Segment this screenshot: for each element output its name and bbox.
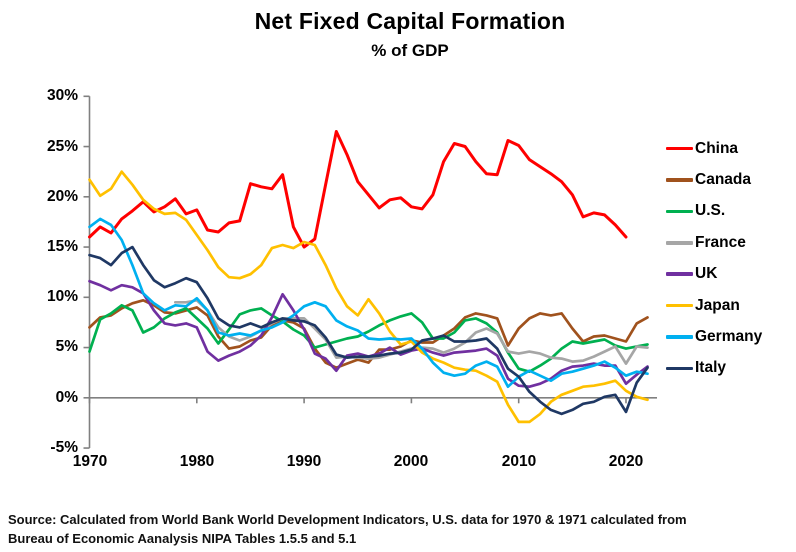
- legend-label: China: [695, 139, 739, 157]
- series-line-germany: [88, 217, 649, 389]
- legend-item-japan: Japan: [666, 290, 762, 321]
- source-note: Source: Calculated from World Bank World…: [8, 510, 792, 548]
- legend-item-us: U.S.: [666, 196, 762, 227]
- y-tick-label: 25%: [46, 138, 78, 155]
- chart-subtitle: % of GDP: [371, 41, 449, 60]
- legend-label: Japan: [695, 296, 740, 314]
- y-tick-label: 5%: [55, 338, 78, 355]
- legend-label: Italy: [695, 359, 727, 377]
- legend-label: Canada: [695, 171, 751, 189]
- series-line-canada: [88, 298, 649, 370]
- x-tick-label: 2010: [501, 453, 537, 470]
- y-tick-label: 0%: [55, 389, 78, 406]
- legend-item-canada: Canada: [666, 164, 762, 195]
- legend-line-swatch: [666, 335, 693, 339]
- legend-line-swatch: [666, 241, 693, 245]
- source-line-1: Source: Calculated from World Bank World…: [8, 512, 687, 527]
- x-tick-label: 1980: [179, 453, 215, 470]
- series-line-japan: [88, 170, 649, 424]
- source-line-2: Bureau of Economic Aanalysis NIPA Tables…: [8, 531, 357, 546]
- legend-label: UK: [695, 265, 718, 283]
- series-line-china: [88, 130, 628, 249]
- series-line-uk: [88, 279, 649, 389]
- x-tick-label: 2000: [393, 453, 429, 470]
- legend-line-swatch: [666, 366, 693, 371]
- x-tick-label: 2020: [608, 453, 644, 470]
- legend-item-france: France: [666, 227, 762, 258]
- y-tick-label: 15%: [46, 238, 78, 255]
- y-tick-label: -5%: [50, 439, 78, 456]
- legend-line-swatch: [666, 272, 693, 277]
- series-line-us: [88, 303, 649, 374]
- legend-line-swatch: [666, 178, 693, 182]
- legend-label: France: [695, 233, 746, 251]
- legend-line-swatch: [666, 303, 693, 308]
- chart-title: Net Fixed Capital Formation: [254, 8, 566, 34]
- series-line-italy: [88, 245, 649, 416]
- y-tick-label: 10%: [46, 288, 78, 305]
- legend-item-germany: Germany: [666, 321, 762, 352]
- legend-item-uk: UK: [666, 259, 762, 290]
- legend-label: U.S.: [695, 202, 726, 220]
- legend-item-italy: Italy: [666, 353, 762, 384]
- legend-item-china: China: [666, 133, 762, 164]
- legend: China Canada U.S. France UK Japan German…: [666, 133, 762, 384]
- x-tick-label: 1990: [286, 453, 322, 470]
- legend-line-swatch: [666, 146, 693, 151]
- legend-line-swatch: [666, 209, 693, 214]
- legend-label: Germany: [695, 328, 763, 346]
- x-tick-label: 1970: [72, 453, 108, 470]
- y-tick-label: 30%: [46, 87, 78, 104]
- y-tick-label: 20%: [46, 188, 78, 205]
